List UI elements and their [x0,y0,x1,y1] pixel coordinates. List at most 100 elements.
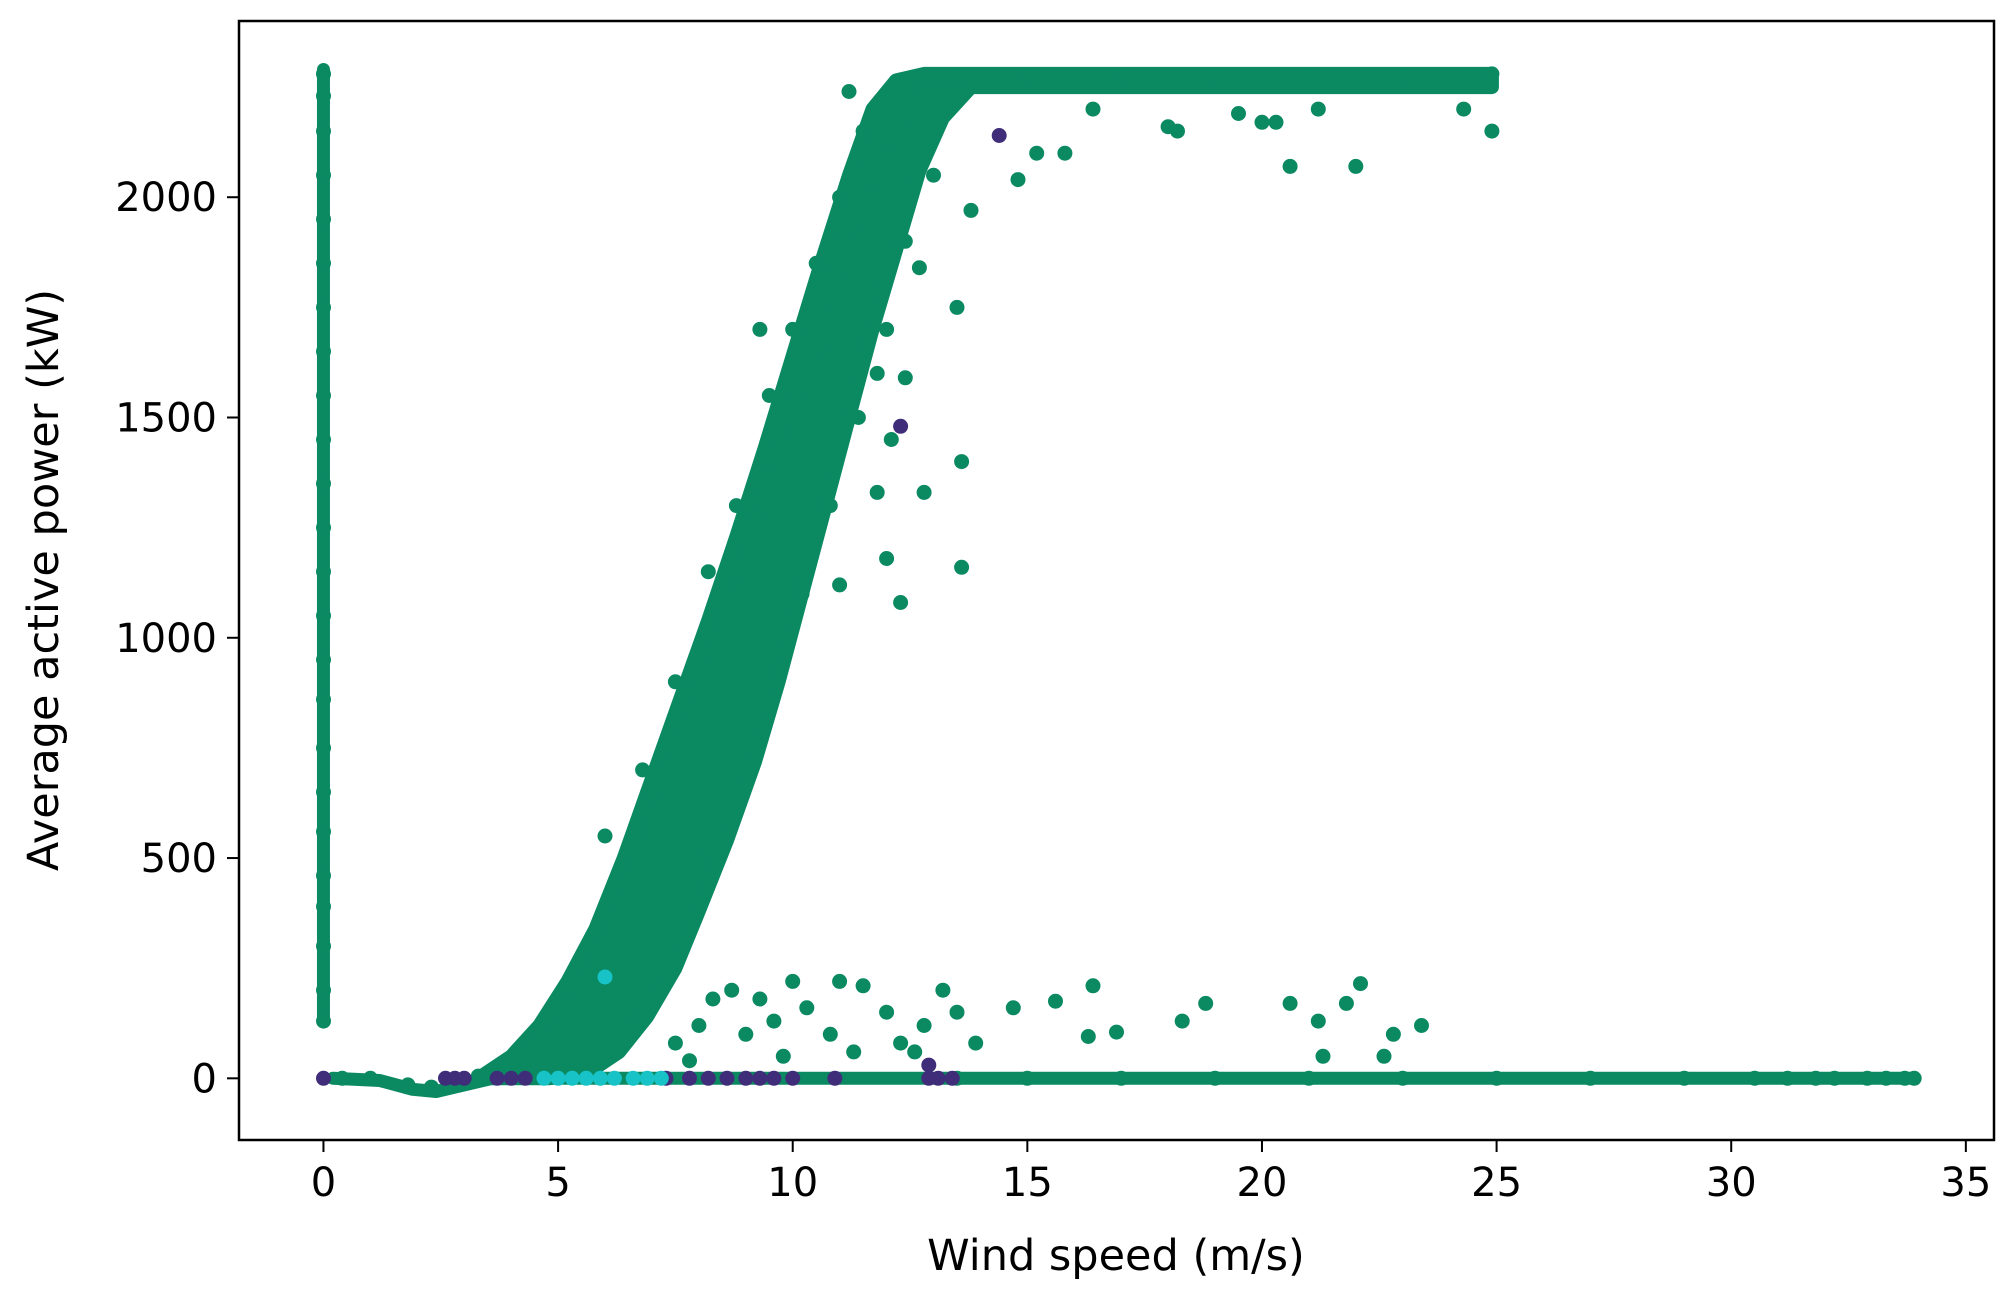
data-point-series-1 [1254,114,1270,130]
data-point-series-1 [1019,68,1035,84]
data-point-series-1 [316,691,331,707]
data-point-series-3 [564,1070,580,1086]
data-point-series-1 [1582,1070,1598,1086]
data-point-series-1 [616,859,632,875]
data-point-series-2 [719,1070,735,1086]
data-point-series-1 [761,388,777,403]
data-point-series-2 [766,1070,782,1086]
data-point-series-1 [916,484,932,500]
power-curve-density-region [471,66,1499,1086]
data-point-series-1 [316,899,331,914]
data-point-series-1 [1010,172,1026,188]
data-point-series-1 [1005,1000,1021,1016]
data-point-series-1 [597,828,613,844]
data-point-series-1 [949,70,965,86]
data-point-series-1 [522,1035,538,1051]
data-point-series-2 [316,1070,331,1086]
data-point-series-1 [423,1079,439,1095]
data-point-series-1 [1282,158,1298,174]
data-point-series-2 [827,1070,843,1086]
data-point-series-1 [879,551,895,566]
data-point-series-1 [560,982,575,998]
data-point-series-1 [1780,1070,1795,1086]
data-point-series-1 [850,410,866,425]
x-tick-label: 15 [1002,1160,1053,1206]
data-point-series-1 [574,956,590,972]
data-point-series-1 [705,991,721,1007]
data-point-series-1 [832,973,848,989]
data-point-series-1 [316,476,331,492]
data-point-series-1 [316,66,331,82]
data-point-series-1 [827,304,843,320]
data-point-series-1 [316,388,331,403]
data-point-series-3 [550,1070,566,1086]
data-point-series-1 [836,264,852,280]
data-point-series-1 [752,321,768,337]
data-point-series-1 [1414,1018,1429,1033]
data-point-series-1 [316,982,331,998]
data-point-series-1 [316,211,331,227]
data-point-series-1 [822,1026,838,1042]
data-point-series-1 [771,462,787,478]
data-point-series-1 [588,925,604,941]
data-point-series-1 [700,564,716,580]
data-point-series-1 [897,370,913,386]
data-point-series-1 [1376,1048,1392,1064]
data-point-series-1 [362,1070,378,1086]
data-point-series-1 [1353,976,1368,992]
data-point-series-1 [926,167,941,183]
data-point-series-1 [644,973,660,989]
data-point-series-1 [855,978,871,994]
y-tick-label: 2000 [115,175,217,221]
data-point-series-1 [850,225,866,240]
data-point-series-1 [1085,101,1101,117]
data-point-series-1 [1310,1013,1326,1029]
data-point-series-1 [700,647,716,663]
data-point-series-1 [334,1070,350,1086]
data-point-series-1 [794,586,810,602]
data-points [316,66,1922,1095]
data-point-series-1 [1057,145,1073,161]
data-point-series-3 [536,1070,552,1086]
data-point-series-1 [1019,1070,1035,1086]
data-point-series-1 [1231,106,1246,121]
data-point-series-1 [316,88,331,104]
data-point-series-1 [1048,993,1063,1009]
data-point-series-1 [667,1035,683,1051]
data-point-series-1 [658,753,674,769]
data-point-series-1 [832,189,848,205]
data-point-series-1 [1268,114,1284,130]
data-point-series-1 [916,1018,932,1033]
y-axis: 0 500 1000 1500 2000 [115,175,239,1102]
data-point-series-3 [578,1070,594,1086]
data-point-series-1 [879,145,895,161]
data-point-series-1 [682,1053,697,1069]
data-point-series-1 [316,167,331,183]
data-point-series-1 [316,520,331,536]
data-point-series-1 [691,1018,707,1033]
data-point-series-3 [653,1070,669,1086]
data-point-series-1 [1301,68,1317,84]
y-tick-label: 1000 [115,616,217,662]
data-point-series-1 [667,674,683,690]
data-point-series-1 [897,233,913,249]
data-point-series-1 [738,1026,754,1042]
data-point-series-1 [644,788,660,804]
data-point-series-1 [785,973,801,989]
data-point-series-1 [752,991,768,1007]
data-point-series-1 [897,110,913,126]
data-point-series-1 [728,577,744,593]
data-point-series-1 [963,202,979,218]
data-point-series-1 [949,299,965,315]
data-point-series-1 [1207,70,1223,86]
x-tick-label: 25 [1471,1160,1522,1206]
data-point-series-1 [1747,1070,1763,1086]
data-point-series-2 [738,1070,754,1086]
data-point-series-2 [503,1070,519,1086]
data-point-series-1 [728,762,744,778]
data-point-series-1 [743,542,758,558]
y-axis-label: Average active power (kW) [19,289,69,871]
data-point-series-1 [316,343,331,359]
data-point-series-1 [775,1048,791,1064]
data-point-series-1 [907,1044,923,1060]
